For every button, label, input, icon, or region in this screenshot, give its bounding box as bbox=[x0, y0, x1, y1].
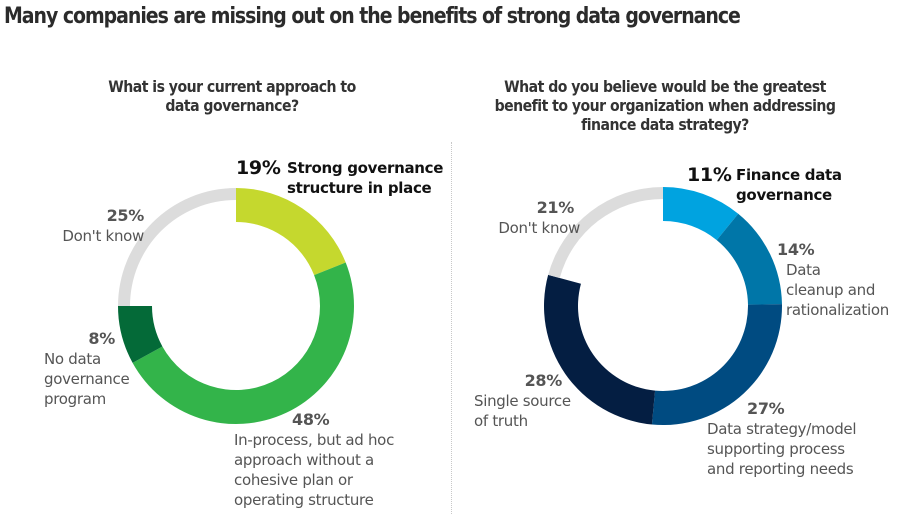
label-line: operating structure bbox=[234, 491, 374, 509]
left-question-line: data governance? bbox=[165, 96, 299, 115]
label-data-strategy: 27% Data strategy/model supporting proce… bbox=[707, 399, 897, 479]
donut-slice-data-strategy-model-supporting-process-and-reporting-needs bbox=[651, 304, 782, 425]
donut-slice-in-process-but-ad-hoc-approach-without-a-cohesive-plan-or-operating-structure bbox=[132, 262, 354, 424]
chart-title: Many companies are missing out on the be… bbox=[4, 4, 741, 29]
donut-slice-data-cleanup-and-rationalization bbox=[716, 213, 782, 305]
label-line: Don't know bbox=[498, 219, 580, 237]
pct-label: 21% bbox=[536, 198, 575, 217]
label-line: program bbox=[44, 390, 106, 408]
pct-label: 14% bbox=[777, 240, 815, 259]
label-line: Don't know bbox=[62, 227, 144, 245]
label-line: In-process, but ad hoc bbox=[234, 431, 395, 449]
donut-slice-no-data-governance-program bbox=[118, 306, 163, 363]
label-line: cohesive plan or bbox=[234, 471, 353, 489]
label-line: supporting process bbox=[707, 440, 845, 458]
pct-label: 11% bbox=[687, 164, 732, 186]
label-line: approach without a bbox=[234, 451, 374, 469]
label-single-source: 28% Single source of truth bbox=[474, 371, 584, 431]
label-line: governance bbox=[44, 370, 130, 388]
pct-label: 19% bbox=[236, 157, 281, 179]
right-question: What do you believe would be the greates… bbox=[493, 77, 836, 134]
label-line: Data strategy/model bbox=[707, 420, 857, 438]
label-line: rationalization bbox=[786, 301, 889, 319]
donut-slice-don-t-know bbox=[548, 187, 663, 279]
pct-label: 28% bbox=[524, 371, 563, 390]
label-line: cleanup and bbox=[786, 281, 876, 299]
label-in-process: 48% In-process, but ad hoc approach with… bbox=[234, 410, 434, 510]
label-dont-know-left: 25% Don't know bbox=[40, 206, 144, 246]
donut-slice-finance-data-governance bbox=[663, 187, 739, 241]
label-line: Data bbox=[786, 261, 821, 279]
label-line: structure in place bbox=[287, 179, 432, 197]
left-question: What is your current approach to data go… bbox=[100, 77, 364, 115]
label-no-program: 8% No data governance program bbox=[44, 329, 144, 409]
label-line: and reporting needs bbox=[707, 460, 854, 478]
label-line: Strong governance bbox=[287, 159, 444, 177]
panel-divider bbox=[451, 142, 452, 514]
right-question-line: benefit to your organization when addres… bbox=[494, 96, 836, 115]
donut-slice-strong-governance-structure-in-place bbox=[236, 188, 346, 276]
donut-left bbox=[118, 188, 354, 424]
left-question-line: What is your current approach to bbox=[108, 77, 356, 96]
right-question-line: finance data strategy? bbox=[581, 115, 749, 134]
label-line: No data bbox=[44, 350, 101, 368]
donut-slice-don-t-know bbox=[118, 188, 236, 306]
pct-label: 8% bbox=[88, 329, 115, 348]
label-line: Finance data bbox=[736, 166, 842, 184]
right-question-line: What do you believe would be the greates… bbox=[504, 77, 826, 96]
donut-right bbox=[544, 187, 782, 425]
pct-label: 48% bbox=[292, 410, 330, 429]
label-dont-know-right: 21% Don't know bbox=[480, 198, 580, 238]
label-line: Single source bbox=[474, 392, 571, 410]
label-line: of truth bbox=[474, 412, 528, 430]
pct-label: 25% bbox=[106, 206, 145, 225]
label-data-cleanup: 14% Data cleanup and rationalization bbox=[777, 240, 901, 320]
label-finance-governance: 11% Finance data governance bbox=[687, 164, 842, 204]
donut-slice-single-source-of-truth bbox=[544, 274, 656, 425]
label-line: governance bbox=[736, 186, 832, 204]
label-strong-governance: 19% Strong governance structure in place bbox=[236, 157, 443, 197]
pct-label: 27% bbox=[747, 399, 785, 418]
